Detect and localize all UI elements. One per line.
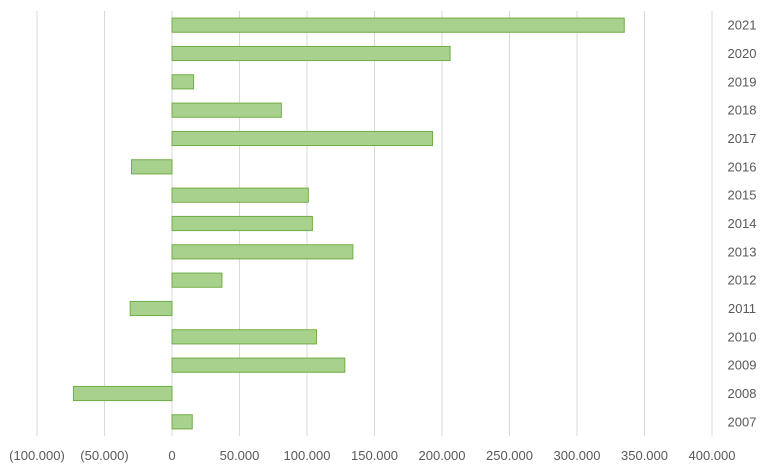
category-label-2009: 2009: [728, 358, 757, 373]
bar-2013: [171, 244, 354, 260]
category-label-2007: 2007: [728, 414, 757, 429]
bar-2007: [171, 414, 193, 430]
x-tick-label: 200.000: [419, 448, 466, 463]
category-label-2011: 2011: [728, 301, 756, 316]
bar-2012: [171, 272, 223, 288]
category-label-2021: 2021: [728, 18, 757, 33]
bars: [72, 17, 625, 430]
category-labels: 2007 2008 2009 2010 2011 2012 2013 2014 2015 2016…: [728, 18, 757, 430]
category-label-2013: 2013: [728, 244, 757, 259]
x-tick-label: 300.000: [554, 448, 601, 463]
x-axis-tick-labels: (100.000) (50.000) 0 50.000 100.000 150.000 20…: [9, 448, 735, 463]
category-label-2014: 2014: [728, 216, 757, 231]
x-tick-label: (100.000): [9, 448, 65, 463]
bar-2011: [129, 300, 173, 317]
bar-2018: [171, 102, 282, 118]
bar-2008: [72, 385, 173, 402]
category-label-2019: 2019: [728, 74, 757, 89]
x-tick-label: 0: [168, 448, 175, 463]
x-tick-label: 400.000: [689, 448, 736, 463]
bar-2009: [171, 357, 346, 373]
bar-2010: [171, 329, 317, 345]
x-tick-label: 50.000: [220, 448, 260, 463]
x-tick-label: 150.000: [351, 448, 398, 463]
x-tick-label: 350.000: [621, 448, 668, 463]
category-label-2015: 2015: [728, 188, 757, 203]
category-label-2016: 2016: [728, 159, 757, 174]
bar-2017: [171, 130, 434, 147]
x-tick-label: 100.000: [284, 448, 331, 463]
bar-2015: [171, 187, 309, 203]
x-tick-label: (50.000): [80, 448, 128, 463]
category-label-2018: 2018: [728, 103, 757, 118]
bar-2016: [131, 159, 173, 175]
category-label-2012: 2012: [728, 273, 757, 288]
bar-2019: [171, 74, 195, 90]
bar-2021: [171, 17, 625, 33]
category-label-2020: 2020: [728, 46, 757, 61]
category-label-2008: 2008: [728, 386, 757, 401]
bar-2020: [171, 45, 451, 62]
category-label-2017: 2017: [728, 131, 757, 146]
bar-2014: [171, 215, 313, 232]
grid-lines: [36, 11, 713, 436]
category-label-2010: 2010: [728, 329, 757, 344]
x-tick-label: 250.000: [486, 448, 533, 463]
